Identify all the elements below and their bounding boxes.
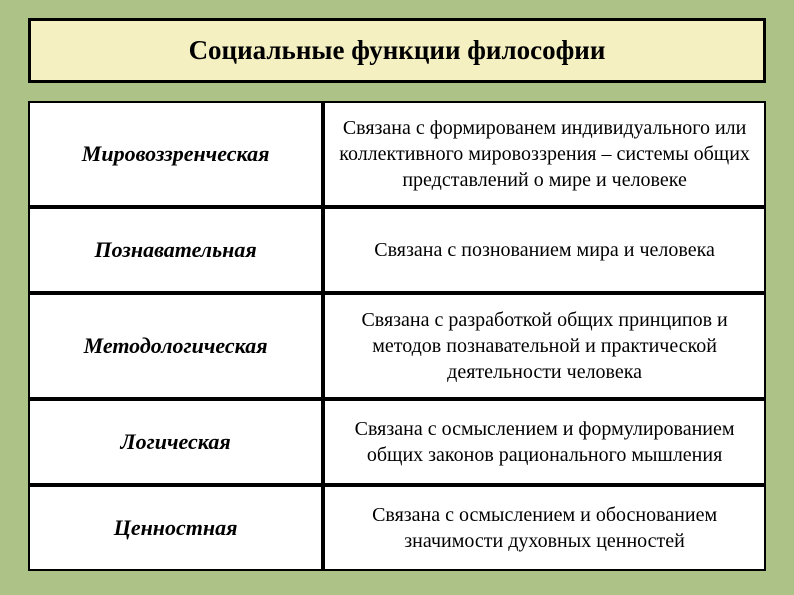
function-name: Познавательная [28,207,323,293]
page-title: Социальные функции философии [28,18,766,83]
table-row: Логическая Связана с осмыслением и форму… [28,399,766,485]
table-row: Ценностная Связана с осмыслением и обосн… [28,485,766,571]
function-name: Мировоззренческая [28,101,323,207]
table-row: Методологическая Связана с разработкой о… [28,293,766,399]
function-desc: Связана с осмыслением и обоснованием зна… [323,485,766,571]
function-desc: Связана с осмыслением и формулированием … [323,399,766,485]
table-row: Мировоззренческая Связана с формированем… [28,101,766,207]
function-desc: Связана с познованием мира и человека [323,207,766,293]
function-name: Логическая [28,399,323,485]
function-desc: Связана с разработкой общих принципов и … [323,293,766,399]
function-name: Методологическая [28,293,323,399]
functions-table: Мировоззренческая Связана с формированем… [28,101,766,571]
table-row: Познавательная Связана с познованием мир… [28,207,766,293]
function-name: Ценностная [28,485,323,571]
function-desc: Связана с формированем индивидуального и… [323,101,766,207]
